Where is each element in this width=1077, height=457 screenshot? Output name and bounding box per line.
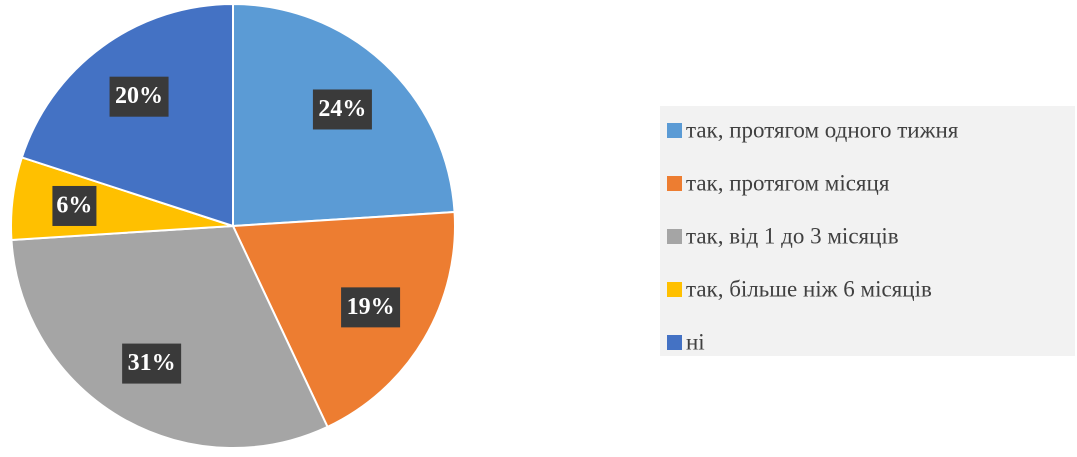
data-label: 31% xyxy=(128,350,176,376)
legend-label: так, більше ніж 6 місяців xyxy=(686,276,932,301)
data-label: 20% xyxy=(115,83,163,109)
pie-slice xyxy=(10,224,329,449)
data-label: 19% xyxy=(347,294,395,320)
legend-swatch xyxy=(667,335,682,350)
legend-label: ні xyxy=(686,329,705,354)
data-label-box xyxy=(341,287,401,328)
legend-swatch xyxy=(667,123,682,138)
legend-label: так, протягом місяця xyxy=(686,170,890,195)
data-label-box xyxy=(122,343,182,384)
data-label: 24% xyxy=(318,96,366,122)
legend-swatch xyxy=(667,176,682,191)
legend-box xyxy=(660,106,1075,356)
legend-swatch xyxy=(667,282,682,297)
legend-swatch xyxy=(667,229,682,244)
data-label-box xyxy=(109,76,169,117)
data-label: 6% xyxy=(56,192,92,218)
data-label-box xyxy=(52,185,97,226)
legend-label: так, від 1 до 3 місяців xyxy=(686,223,899,248)
data-label-box xyxy=(312,89,372,130)
legend-label: так, протягом одного тижня xyxy=(686,117,959,142)
